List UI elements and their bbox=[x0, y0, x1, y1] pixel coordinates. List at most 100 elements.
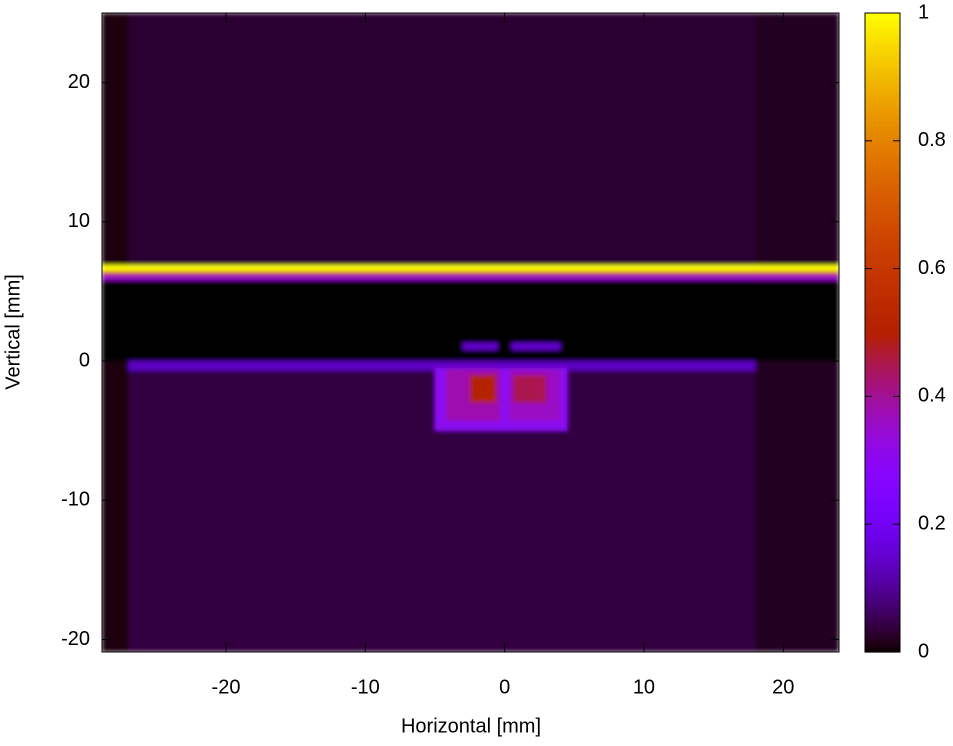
colorbar-step bbox=[865, 252, 900, 258]
colorbar-step bbox=[865, 588, 900, 593]
colorbar-step bbox=[865, 124, 900, 130]
x-tick-label: 20 bbox=[772, 676, 794, 698]
colorbar-step bbox=[865, 172, 900, 178]
colorbar-step bbox=[865, 268, 900, 274]
colorbar-step bbox=[865, 348, 900, 354]
colorbar-step bbox=[865, 512, 900, 517]
colorbar-step bbox=[865, 620, 900, 625]
colorbar-step bbox=[865, 528, 900, 533]
colorbar-step bbox=[865, 548, 900, 553]
colorbar-step bbox=[865, 492, 900, 497]
colorbar-step bbox=[865, 88, 900, 94]
colorbar-step bbox=[865, 260, 900, 266]
colorbar-step bbox=[865, 180, 900, 186]
colorbar-step bbox=[865, 608, 900, 613]
colorbar-step bbox=[865, 80, 900, 86]
colorbar-step bbox=[865, 468, 900, 473]
colorbar-step bbox=[865, 436, 900, 441]
colorbar-step bbox=[865, 64, 900, 70]
heat-cell bbox=[462, 342, 498, 350]
colorbar-step bbox=[865, 112, 900, 118]
colorbar-tick-label: 1 bbox=[918, 1, 929, 23]
colorbar-step bbox=[865, 36, 900, 42]
colorbar-step bbox=[865, 380, 900, 386]
colorbar-step bbox=[865, 412, 900, 417]
colorbar-step bbox=[865, 208, 900, 214]
heat-cell bbox=[512, 374, 547, 403]
colorbar-step bbox=[865, 20, 900, 26]
colorbar-step bbox=[865, 480, 900, 485]
heat-cell bbox=[102, 264, 839, 272]
colorbar-step bbox=[865, 104, 900, 110]
colorbar-step bbox=[865, 296, 900, 302]
colorbar-step bbox=[865, 168, 900, 174]
colorbar-step bbox=[865, 392, 900, 397]
colorbar-step bbox=[865, 444, 900, 449]
colorbar-step bbox=[865, 148, 900, 154]
colorbar-step bbox=[865, 456, 900, 461]
colorbar-step bbox=[865, 304, 900, 310]
colorbar-step bbox=[865, 128, 900, 134]
colorbar-step bbox=[865, 56, 900, 62]
colorbar-step bbox=[865, 568, 900, 573]
colorbar-tick-label: 0 bbox=[918, 640, 929, 662]
colorbar-step bbox=[865, 204, 900, 210]
colorbar-step bbox=[865, 400, 900, 405]
colorbar-step bbox=[865, 452, 900, 457]
x-tick-label: -10 bbox=[351, 676, 380, 698]
y-axis-label: Vertical [mm] bbox=[2, 274, 24, 390]
colorbar-step bbox=[865, 580, 900, 585]
colorbar-step bbox=[865, 636, 900, 641]
colorbar-step bbox=[865, 240, 900, 246]
colorbar-step bbox=[865, 320, 900, 326]
y-tick-label: -20 bbox=[61, 628, 90, 650]
colorbar-step bbox=[865, 524, 900, 529]
colorbar-step bbox=[865, 160, 900, 166]
colorbar-step bbox=[865, 244, 900, 250]
colorbar-step bbox=[865, 516, 900, 521]
colorbar-step bbox=[865, 192, 900, 198]
colorbar-step bbox=[865, 572, 900, 577]
colorbar-step bbox=[865, 120, 900, 126]
colorbar-step bbox=[865, 116, 900, 122]
colorbar-step bbox=[865, 264, 900, 270]
heatmap bbox=[102, 13, 839, 652]
colorbar-step bbox=[865, 324, 900, 330]
colorbar-step bbox=[865, 616, 900, 621]
colorbar-tick-label: 0.4 bbox=[918, 385, 946, 407]
colorbar-step bbox=[865, 488, 900, 493]
colorbar-step bbox=[865, 140, 900, 146]
colorbar-step bbox=[865, 144, 900, 150]
colorbar-step bbox=[865, 224, 900, 230]
colorbar-step bbox=[865, 276, 900, 282]
heat-cell bbox=[511, 342, 561, 350]
colorbar-step bbox=[865, 464, 900, 469]
colorbar-step bbox=[865, 460, 900, 465]
colorbar-step bbox=[865, 188, 900, 194]
colorbar-step bbox=[865, 24, 900, 30]
colorbar-step bbox=[865, 520, 900, 525]
colorbar-step bbox=[865, 92, 900, 98]
colorbar-step bbox=[865, 648, 900, 653]
heat-cell bbox=[102, 271, 839, 275]
colorbar-frame bbox=[864, 12, 901, 653]
colorbar-step bbox=[865, 108, 900, 114]
colorbar-step bbox=[865, 440, 900, 445]
colorbar-step bbox=[865, 420, 900, 425]
colorbar-step bbox=[865, 332, 900, 338]
colorbar-step bbox=[865, 60, 900, 66]
colorbar-step bbox=[865, 372, 900, 378]
colorbar-step bbox=[865, 176, 900, 182]
colorbar-step bbox=[865, 596, 900, 601]
colorbar-step bbox=[865, 540, 900, 545]
colorbar-step bbox=[865, 428, 900, 433]
colorbar-step bbox=[865, 564, 900, 569]
colorbar-step bbox=[865, 76, 900, 82]
x-tick-label: -20 bbox=[212, 676, 241, 698]
colorbar-step bbox=[865, 336, 900, 342]
colorbar-step bbox=[865, 164, 900, 170]
colorbar-step bbox=[865, 552, 900, 557]
colorbar-step bbox=[865, 32, 900, 38]
colorbar-step bbox=[865, 632, 900, 637]
